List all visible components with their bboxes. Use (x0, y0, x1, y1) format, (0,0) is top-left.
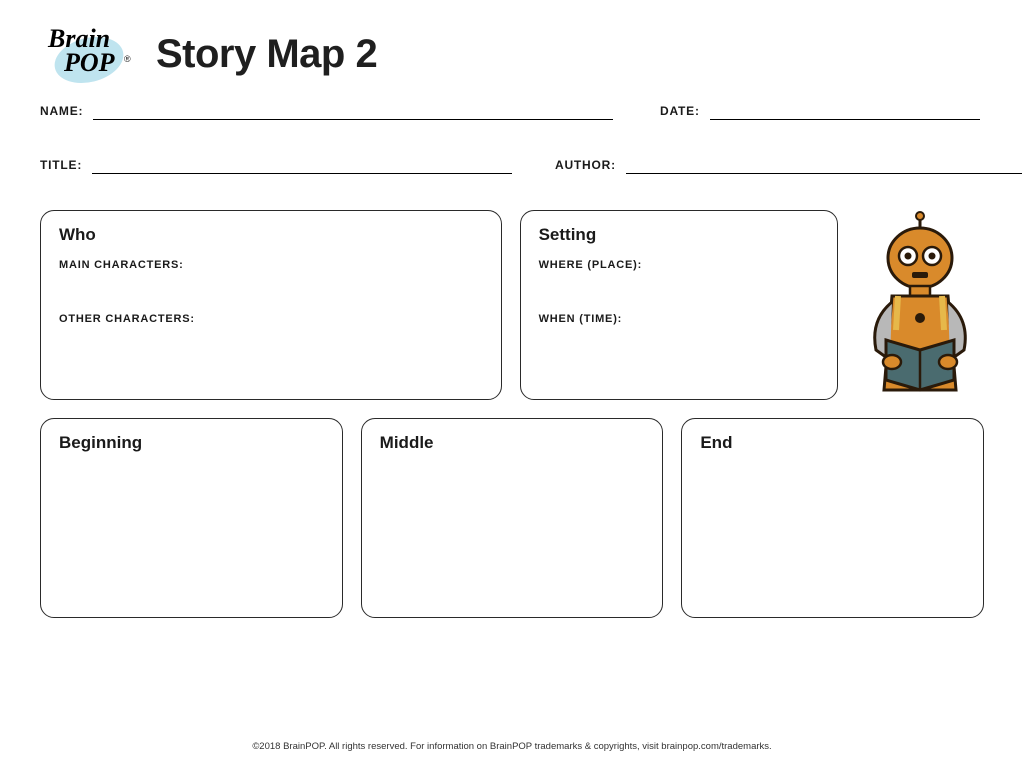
where-label: WHERE (PLACE): (539, 259, 819, 271)
name-date-row: NAME: DATE: (40, 102, 984, 120)
setting-heading: Setting (539, 225, 819, 245)
beginning-heading: Beginning (59, 433, 324, 453)
title-label: TITLE: (40, 158, 82, 174)
name-input-line[interactable] (93, 102, 613, 120)
page-title: Story Map 2 (156, 32, 377, 77)
header: Brain POP ® Story Map 2 (40, 24, 984, 84)
middle-heading: Middle (380, 433, 645, 453)
main-characters-label: MAIN CHARACTERS: (59, 259, 483, 271)
robot-icon (856, 210, 984, 400)
title-input-line[interactable] (92, 156, 512, 174)
who-setting-row: Who MAIN CHARACTERS: OTHER CHARACTERS: S… (40, 210, 984, 400)
author-input-line[interactable] (626, 156, 1022, 174)
title-author-row: TITLE: AUTHOR: (40, 156, 984, 174)
when-label: WHEN (TIME): (539, 313, 819, 325)
robot-illustration (856, 210, 984, 400)
who-heading: Who (59, 225, 483, 245)
end-heading: End (700, 433, 965, 453)
author-field: AUTHOR: (555, 156, 1022, 174)
footer-copyright: ©2018 BrainPOP. All rights reserved. For… (0, 741, 1024, 752)
date-field: DATE: (660, 102, 980, 120)
beginning-middle-end-row: Beginning Middle End (40, 418, 984, 618)
title-field: TITLE: (40, 156, 515, 174)
date-label: DATE: (660, 104, 700, 120)
other-characters-label: OTHER CHARACTERS: (59, 313, 483, 325)
name-label: NAME: (40, 104, 83, 120)
logo-text-pop: POP (64, 48, 115, 78)
brainpop-logo: Brain POP ® (40, 24, 132, 84)
setting-box[interactable]: Setting WHERE (PLACE): WHEN (TIME): (520, 210, 838, 400)
beginning-box[interactable]: Beginning (40, 418, 343, 618)
author-label: AUTHOR: (555, 158, 616, 174)
date-input-line[interactable] (710, 102, 980, 120)
middle-box[interactable]: Middle (361, 418, 664, 618)
end-box[interactable]: End (681, 418, 984, 618)
logo-registered: ® (124, 54, 131, 64)
who-box[interactable]: Who MAIN CHARACTERS: OTHER CHARACTERS: (40, 210, 502, 400)
name-field: NAME: (40, 102, 620, 120)
